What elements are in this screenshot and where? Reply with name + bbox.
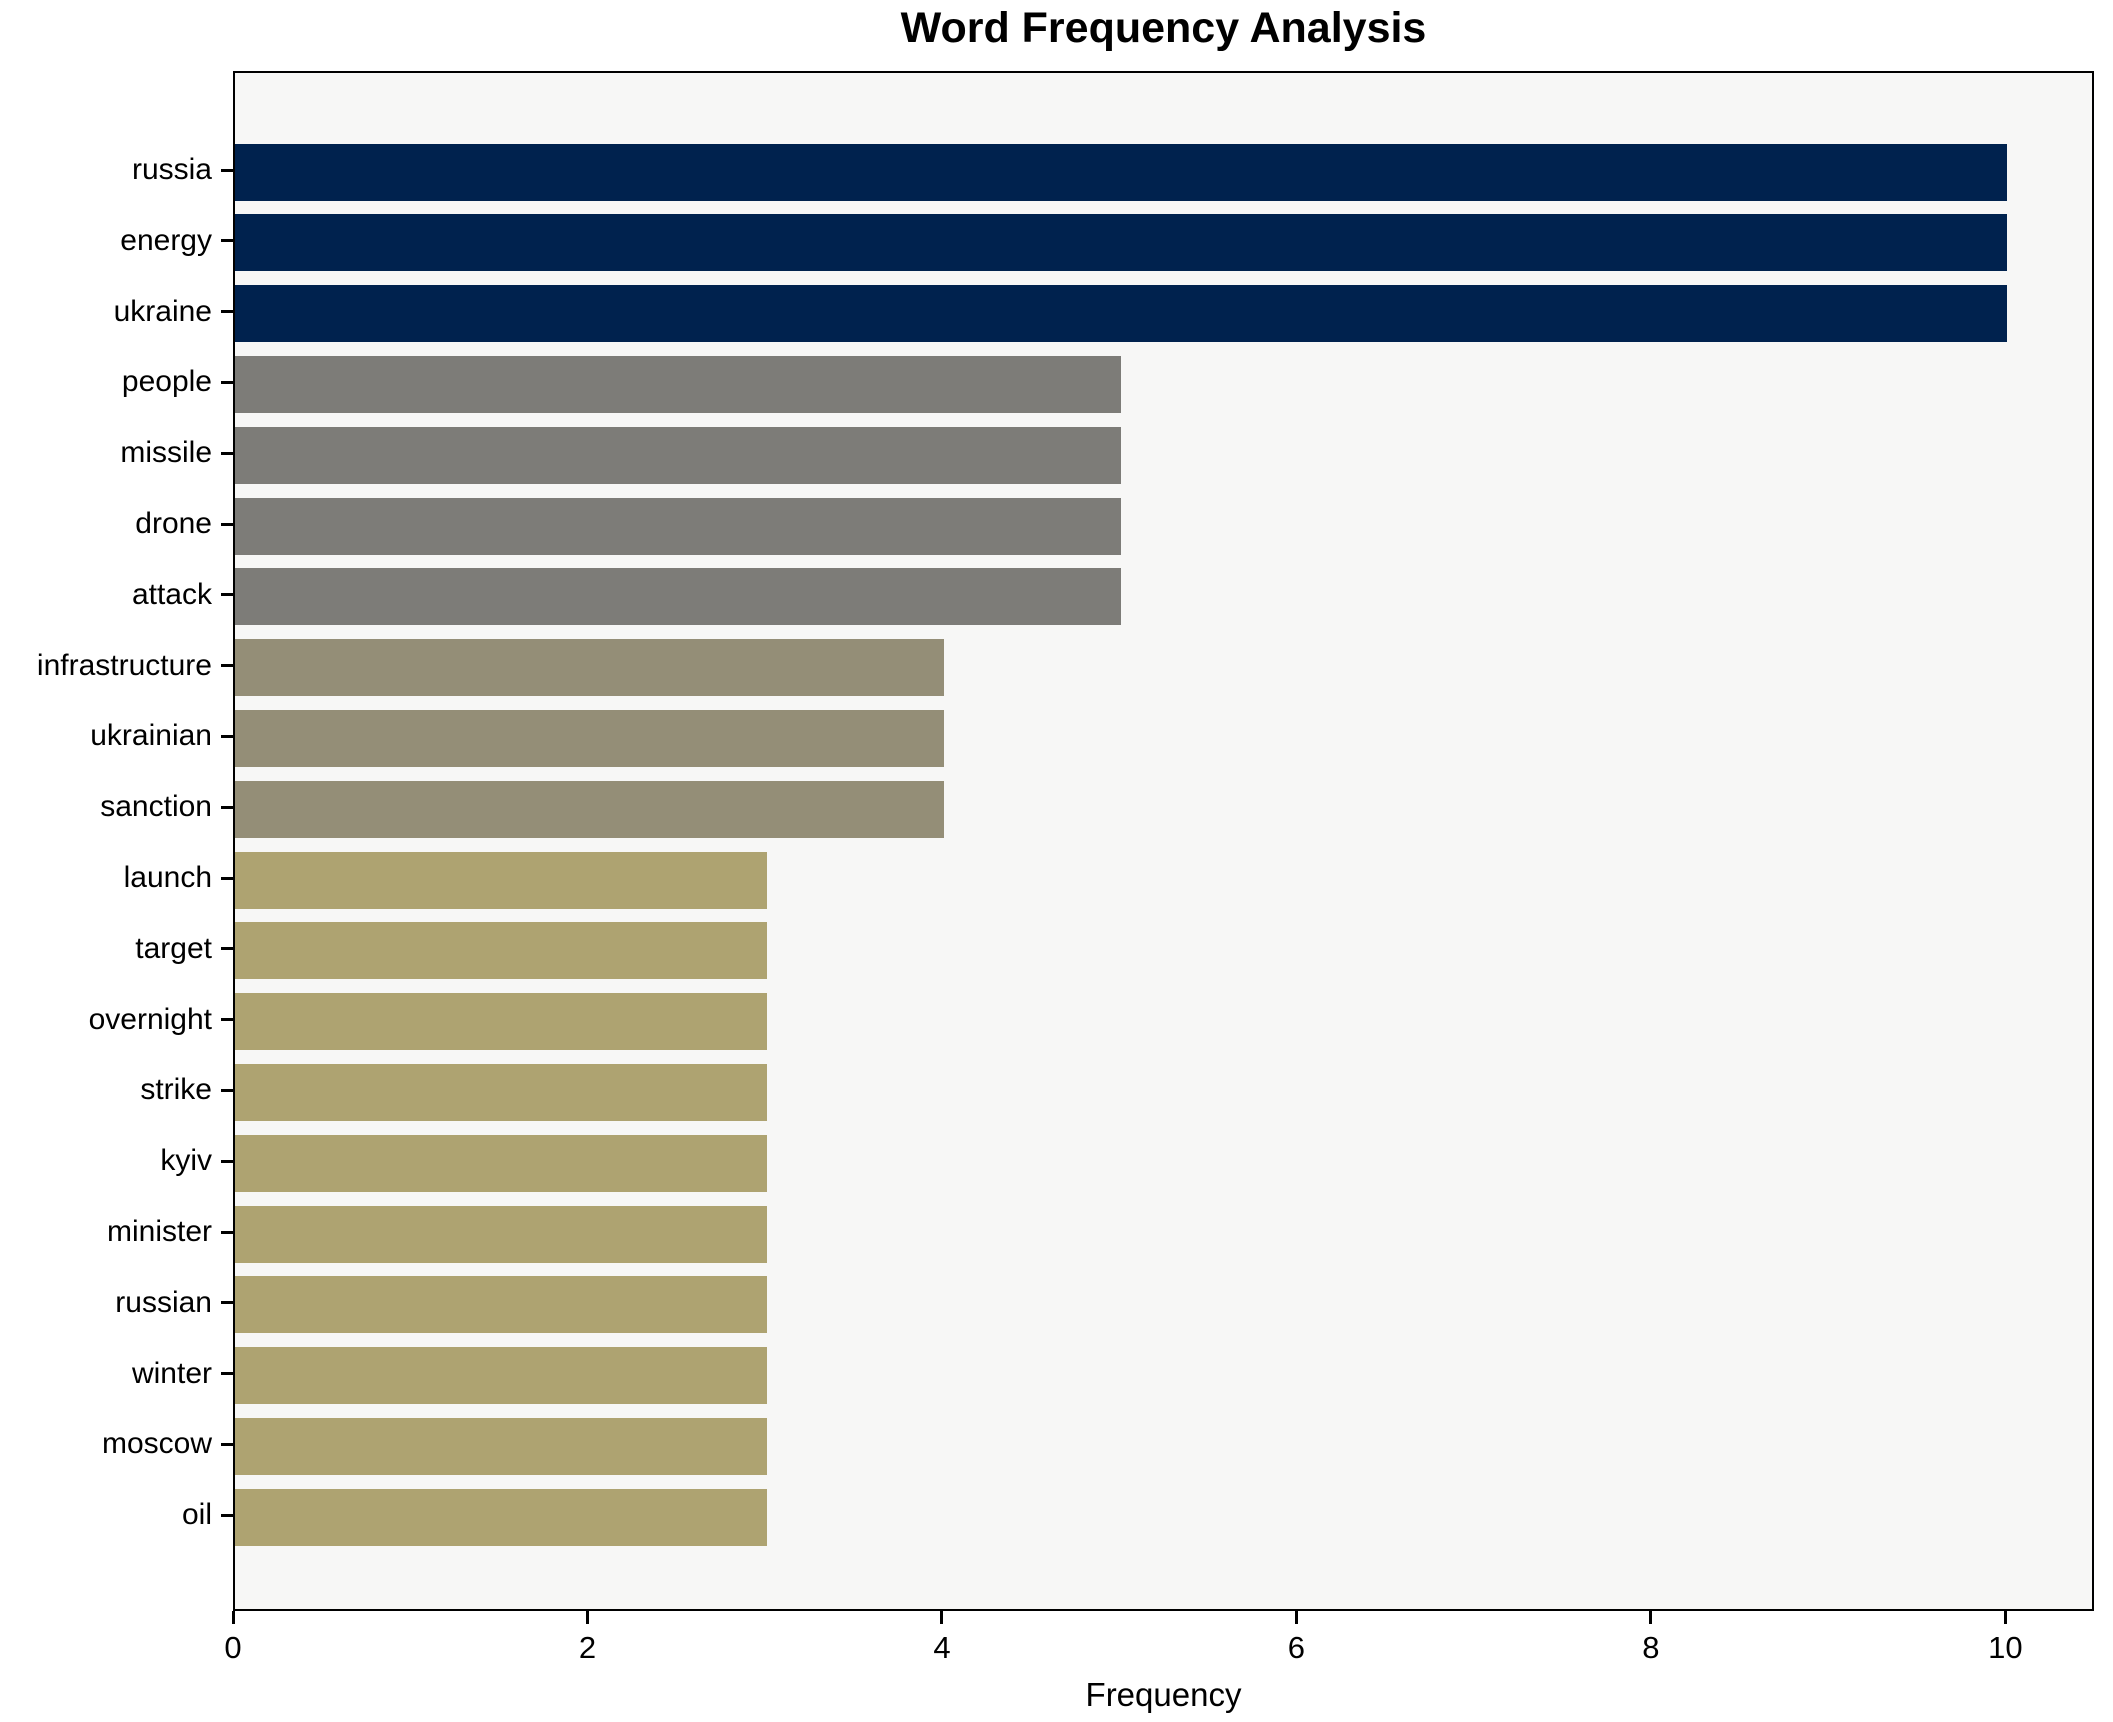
bar-launch: [235, 851, 767, 909]
bar-sanction: [235, 780, 944, 838]
y-tick-mark: [221, 1442, 233, 1446]
x-tick-mark: [231, 1611, 235, 1624]
y-tick-label-oil: oil: [181, 1498, 212, 1532]
y-tick-mark: [221, 876, 233, 880]
y-tick-label-drone: drone: [135, 507, 212, 540]
bar-russian: [235, 1276, 767, 1334]
y-tick-label-attack: attack: [131, 577, 212, 611]
bar-infrastructure: [235, 639, 944, 697]
bar-attack: [235, 568, 1121, 626]
y-tick-mark: [221, 380, 233, 384]
y-tick-mark: [221, 522, 233, 526]
y-tick-label-launch: launch: [123, 861, 212, 894]
bar-kyiv: [235, 1134, 767, 1192]
x-tick-mark: [585, 1611, 589, 1624]
bar-ukraine: [235, 285, 2007, 343]
y-tick-label-energy: energy: [120, 223, 212, 257]
x-tick-label-8: 8: [1642, 1630, 1660, 1665]
y-tick-mark: [221, 664, 233, 668]
y-tick-label-ukraine: ukraine: [113, 294, 212, 328]
x-tick-label-6: 6: [1287, 1630, 1306, 1665]
x-tick-label-10: 10: [1988, 1630, 2023, 1665]
y-tick-mark: [221, 1513, 233, 1517]
y-tick-label-russian: russian: [115, 1285, 212, 1319]
bar-oil: [235, 1488, 767, 1546]
y-tick-label-sanction: sanction: [100, 790, 212, 824]
x-tick-mark: [1649, 1611, 1653, 1624]
y-tick-label-minister: minister: [106, 1215, 212, 1248]
y-tick-label-kyiv: kyiv: [160, 1144, 212, 1178]
chart-title: Word Frequency Analysis: [900, 4, 1427, 52]
x-tick-label-0: 0: [224, 1630, 242, 1665]
y-tick-mark: [221, 1230, 233, 1234]
bar-minister: [235, 1205, 767, 1263]
x-tick-mark: [940, 1611, 944, 1624]
y-tick-mark: [221, 947, 233, 951]
bar-winter: [235, 1347, 767, 1405]
bar-people: [235, 355, 1121, 413]
y-tick-label-missile: missile: [120, 436, 212, 470]
y-tick-label-moscow: moscow: [101, 1427, 212, 1461]
bar-energy: [235, 214, 2007, 272]
y-tick-mark: [221, 1301, 233, 1305]
y-tick-label-winter: winter: [131, 1356, 212, 1390]
y-tick-label-ukrainian: ukrainian: [90, 719, 212, 753]
y-tick-label-people: people: [121, 365, 212, 399]
plot-area: [233, 71, 2094, 1611]
y-tick-mark: [221, 168, 233, 172]
y-tick-mark: [221, 805, 233, 809]
bar-drone: [235, 497, 1121, 555]
y-tick-label-overnight: overnight: [88, 1002, 212, 1036]
bar-missile: [235, 426, 1121, 484]
y-tick-label-infrastructure: infrastructure: [36, 648, 212, 682]
y-tick-mark: [221, 451, 233, 455]
x-axis-label: Frequency: [1085, 1676, 1242, 1713]
x-tick-mark: [2003, 1611, 2007, 1624]
y-tick-label-target: target: [135, 931, 212, 965]
x-tick-label-4: 4: [933, 1630, 951, 1665]
y-tick-label-russia: russia: [131, 153, 212, 186]
bar-target: [235, 922, 767, 980]
y-tick-mark: [221, 593, 233, 597]
y-tick-mark: [221, 734, 233, 738]
y-tick-mark: [221, 1088, 233, 1092]
y-tick-mark: [221, 1018, 233, 1022]
bar-overnight: [235, 993, 767, 1051]
y-tick-mark: [221, 239, 233, 243]
y-tick-mark: [221, 1372, 233, 1376]
y-tick-mark: [221, 1159, 233, 1163]
x-tick-label-2: 2: [578, 1630, 597, 1665]
bar-strike: [235, 1063, 767, 1121]
bar-russia: [235, 143, 2007, 201]
y-tick-mark: [221, 310, 233, 314]
y-tick-label-strike: strike: [140, 1073, 212, 1107]
x-tick-mark: [1294, 1611, 1298, 1624]
bar-ukrainian: [235, 709, 944, 767]
bar-moscow: [235, 1417, 767, 1475]
